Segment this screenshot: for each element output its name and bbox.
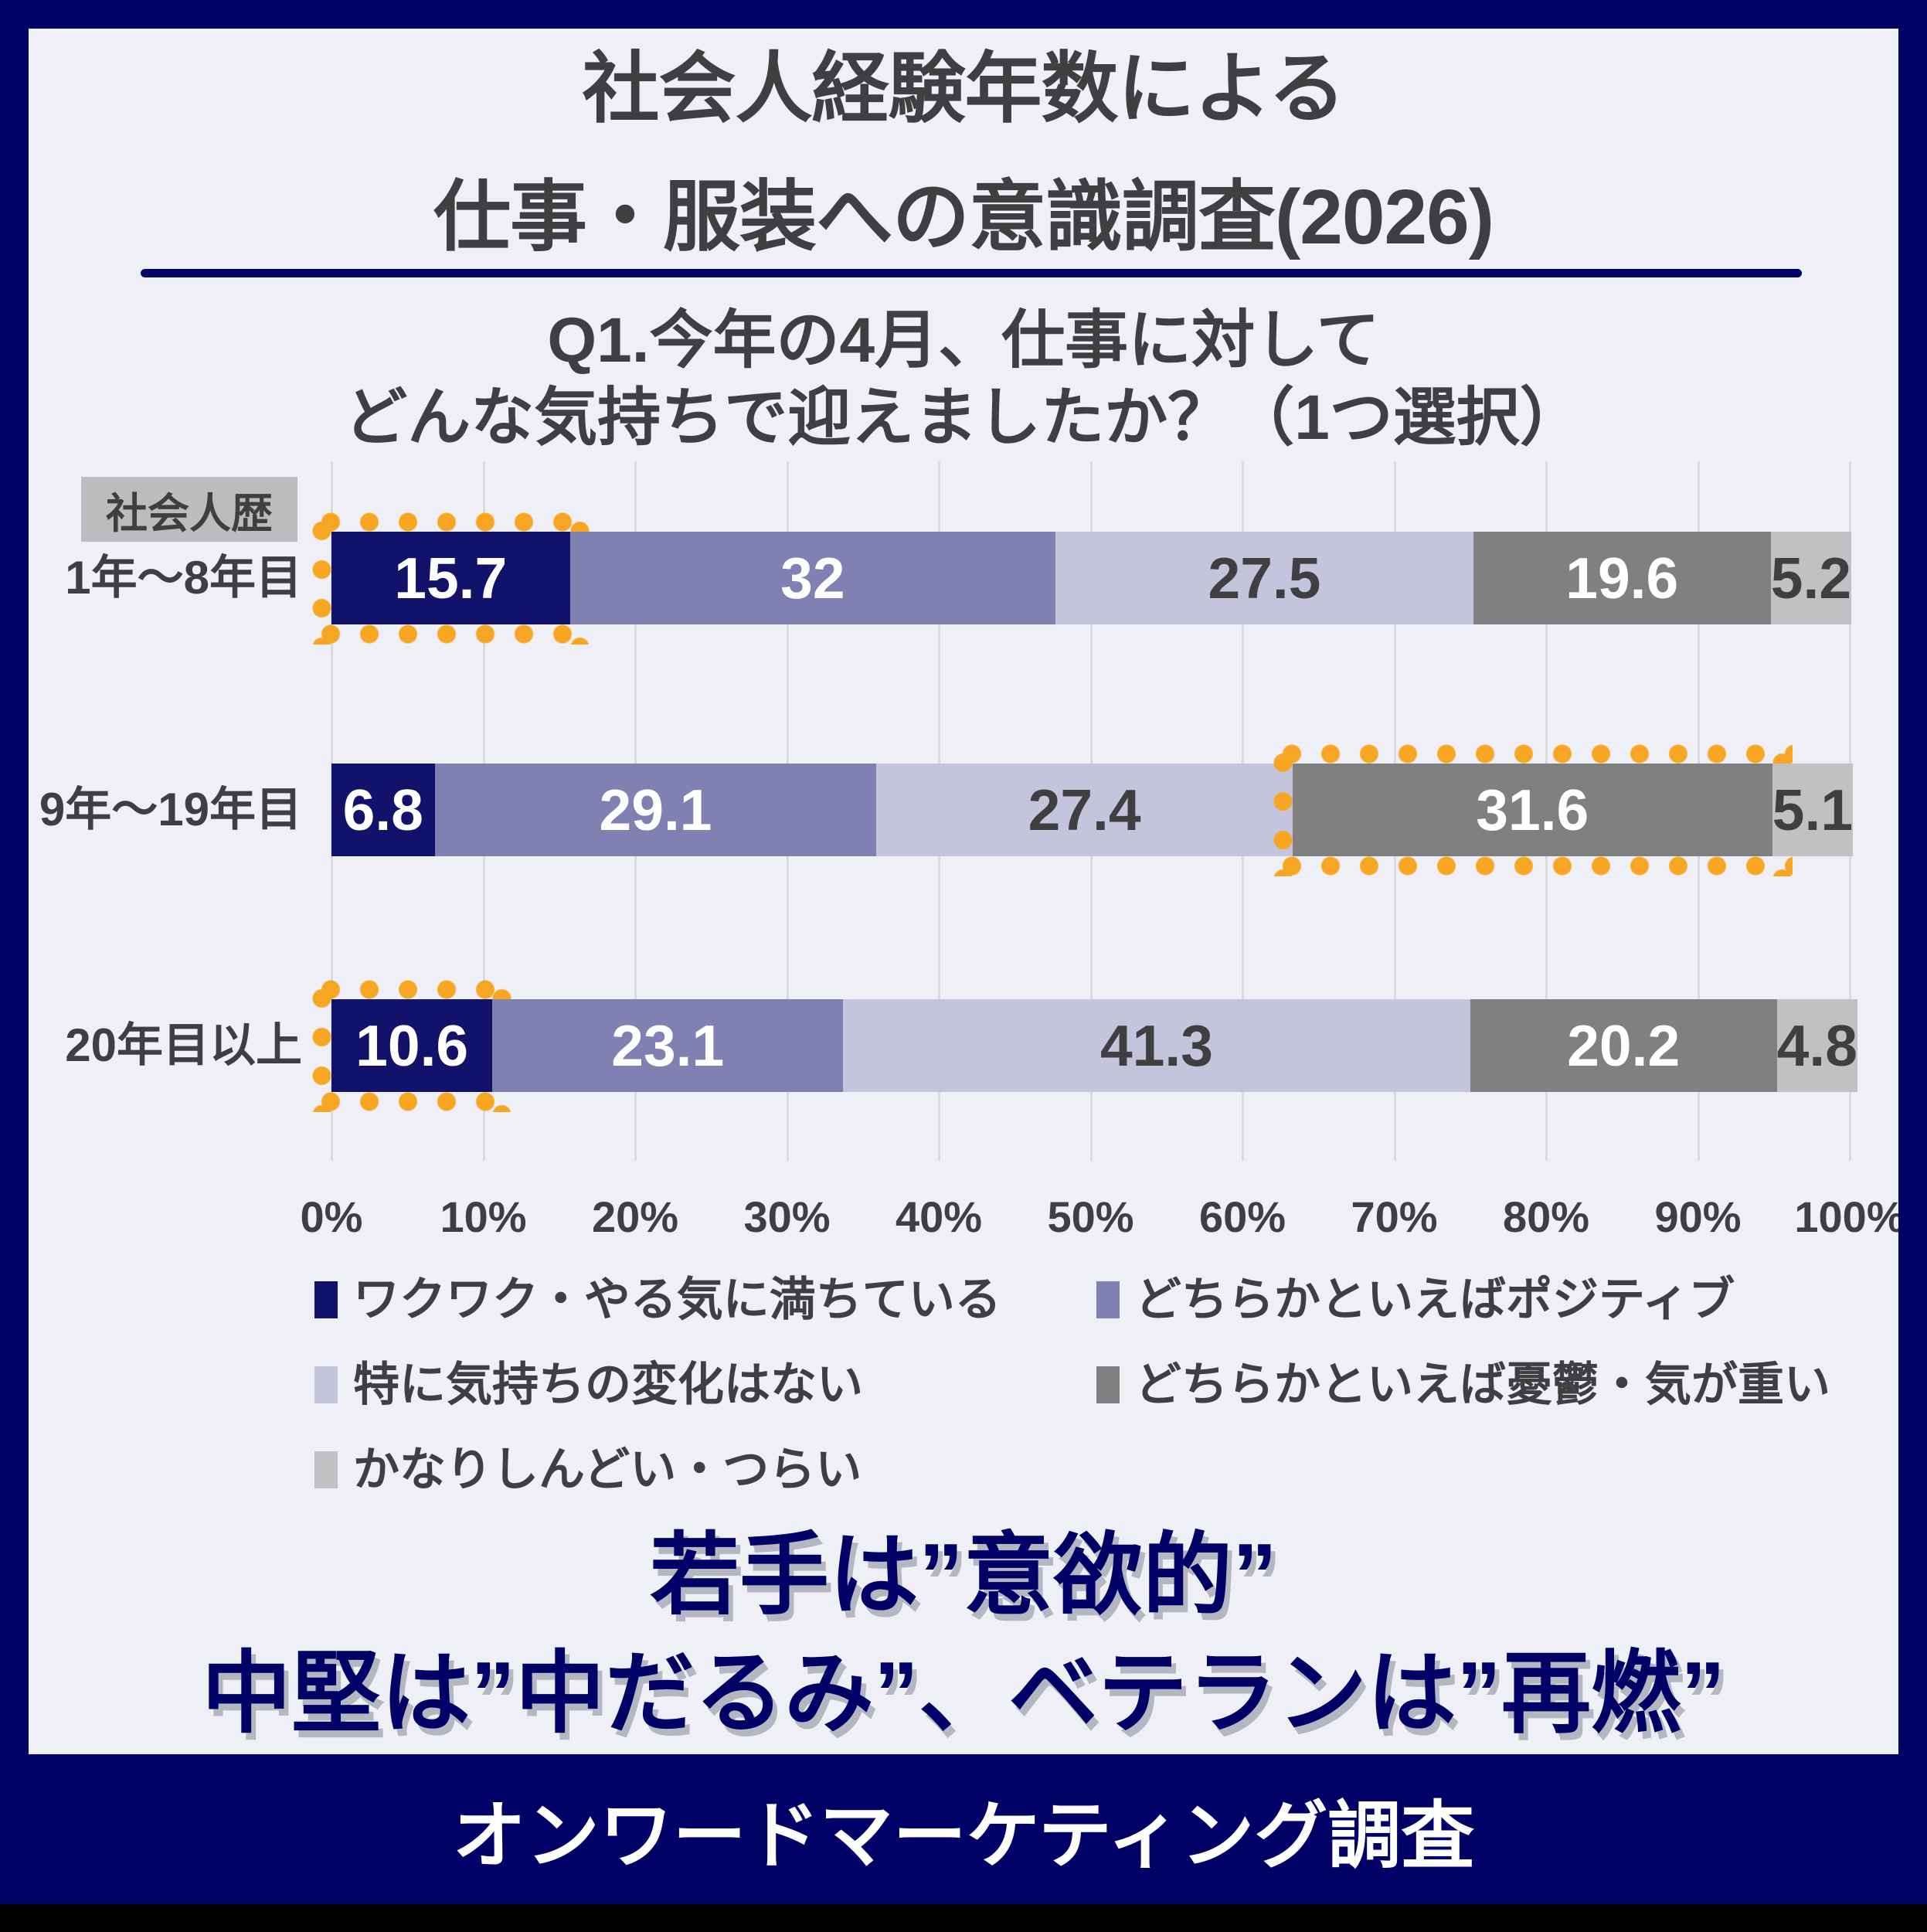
bar-segment: 15.7 [311, 512, 590, 645]
bottom-strip [0, 1904, 1927, 1932]
legend-item: どちらかといえば憂鬱・気が重い [1096, 1362, 1830, 1408]
legend-label: どちらかといえば憂鬱・気が重い [1135, 1359, 1830, 1410]
legend-marker [314, 1451, 338, 1488]
axis-tick-label: 100% [1794, 1192, 1898, 1241]
bar-value-label: 4.8 [1776, 1012, 1857, 1078]
axis-tick-label: 50% [1047, 1192, 1134, 1241]
legend-label: 特に気持ちの変化はない [353, 1359, 863, 1410]
bar-value-label: 5.2 [1770, 545, 1852, 611]
axis-tick-label: 0% [300, 1192, 363, 1241]
bar-value-label: 27.5 [1208, 545, 1321, 611]
bar-segment: 5.1 [1772, 764, 1854, 856]
bar-value-label: 41.3 [1099, 1012, 1213, 1078]
bar-segment: 4.8 [1776, 999, 1857, 1092]
bar-segment: 41.3 [843, 999, 1470, 1092]
axis-tick-label: 90% [1654, 1192, 1742, 1241]
bar-segment: 27.4 [876, 764, 1293, 856]
title-line-1: 社会人経験年数による [582, 46, 1346, 132]
bar-row: 6.8 29.1 27.4 31.6 5.1 [331, 743, 1854, 876]
legend-label: どちらかといえばポジティブ [1135, 1274, 1735, 1325]
bar-value-label: 32 [780, 545, 845, 611]
legend-item: ワクワク・やる気に満ちている [314, 1277, 1001, 1323]
bar-value-label: 19.6 [1565, 545, 1679, 611]
category-label: 20年目以上 [65, 1019, 302, 1071]
axis-tick-label: 60% [1198, 1192, 1286, 1241]
footer-label: オンワードマーケティング調査 [452, 1794, 1475, 1877]
bar-segment: 10.6 [311, 979, 513, 1112]
bar-value-label: 20.2 [1567, 1012, 1681, 1078]
question-line-2: どんな気持ちで迎えましたか？（1つ選択） [344, 383, 1583, 453]
category-label: 9年〜19年目 [39, 784, 302, 835]
bar-segment: 20.2 [1470, 999, 1777, 1092]
bar-segment: 6.8 [331, 764, 435, 856]
bar-row: 15.7 32 27.5 19.6 5.2 [311, 512, 1852, 645]
bar-value-label: 6.8 [342, 777, 423, 842]
axis-tick-label: 80% [1502, 1192, 1590, 1241]
conclusion-line-2: 中堅は”中だるみ”、ベテランは”再燃” [202, 1643, 1725, 1743]
bar-value-label: 5.1 [1772, 777, 1854, 842]
axis-tick-label: 10% [440, 1192, 527, 1241]
bar-segment: 19.6 [1473, 532, 1771, 624]
bar-segment: 29.1 [434, 764, 877, 856]
legend-item: 特に気持ちの変化はない [314, 1362, 863, 1408]
footer-band: オンワードマーケティング調査 [0, 1754, 1927, 1904]
axis-tick-label: 40% [895, 1192, 983, 1241]
legend-marker [1096, 1366, 1120, 1403]
question-line-1: Q1.今年の4月、仕事に対して [547, 305, 1380, 376]
axis-tick-label: 30% [743, 1192, 831, 1241]
title-line-2: 仕事・服装への意識調査(2026) [433, 174, 1494, 260]
title-underline [141, 269, 1802, 277]
legend-marker [1096, 1281, 1120, 1318]
bar-value-label: 27.4 [1028, 777, 1141, 842]
bar-segment: 32 [569, 532, 1056, 624]
bar-value-label: 23.1 [611, 1012, 725, 1078]
legend-label: かなりしんどい・つらい [353, 1444, 862, 1495]
bar-value-label: 15.7 [394, 545, 508, 611]
infographic-card: 社会人経験年数による 仕事・服装への意識調査(2026) Q1.今年の4月、仕事… [29, 29, 1898, 1754]
bar-segment: 23.1 [492, 999, 844, 1092]
bar-segment: 27.5 [1055, 532, 1473, 624]
bar-row: 10.6 23.1 41.3 20.2 4.8 [311, 979, 1857, 1112]
bar-segment: 5.2 [1770, 532, 1852, 624]
bar-value-label: 10.6 [355, 1012, 469, 1078]
legend-label: ワクワク・やる気に満ちている [353, 1274, 1001, 1325]
bar-segment: 31.6 [1272, 743, 1793, 876]
bar-value-label: 29.1 [599, 777, 712, 842]
legend-marker [314, 1281, 338, 1318]
category-label: 1年〜8年目 [65, 552, 302, 604]
chart-legend: ワクワク・やる気に満ちている どちらかといえばポジティブ特に気持ちの変化はない どち… [314, 1277, 1868, 1501]
legend-item: どちらかといえばポジティブ [1096, 1277, 1735, 1323]
axis-tick-label: 20% [591, 1192, 679, 1241]
row-header-badge: 社会人歴 [81, 477, 297, 542]
legend-marker [314, 1366, 338, 1403]
conclusion-line-1: 若手は”意欲的” [650, 1525, 1277, 1625]
legend-item: かなりしんどい・つらい [314, 1447, 862, 1493]
axis-tick-label: 70% [1351, 1192, 1438, 1241]
bar-value-label: 31.6 [1476, 777, 1589, 842]
